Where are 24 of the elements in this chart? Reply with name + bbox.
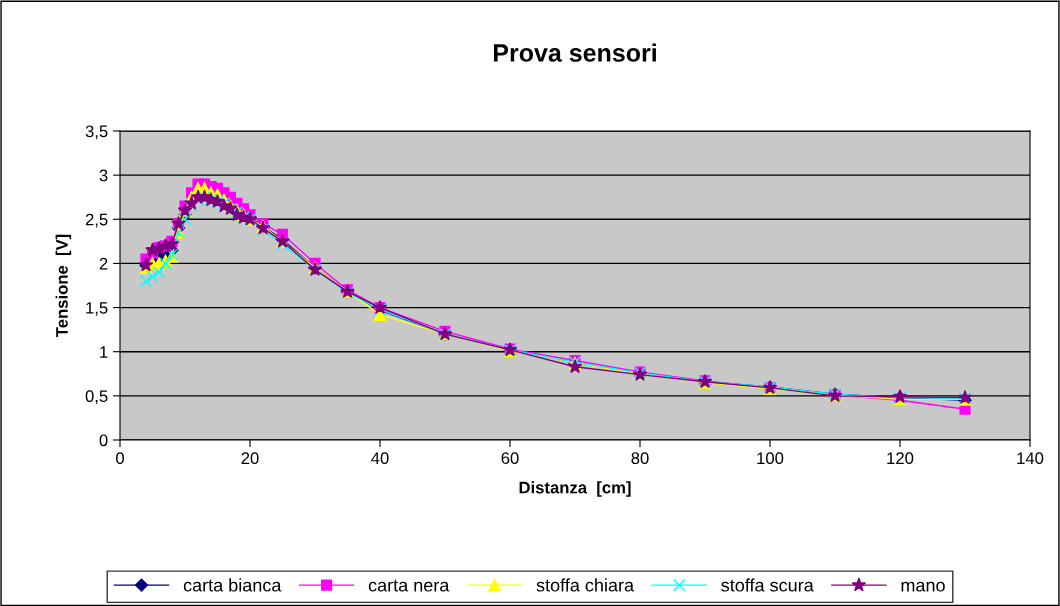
y-tick-label: 2,5 <box>85 213 108 228</box>
y-tick-label: 0 <box>99 434 108 447</box>
x-tick-label: 20 <box>241 452 259 465</box>
x-tick-label: 120 <box>887 452 914 465</box>
legend-label: stoffa chiara <box>536 578 635 592</box>
x-tick-label: 140 <box>1017 452 1044 465</box>
x-tick-label: 0 <box>116 452 124 465</box>
chart-title: Prova sensori <box>494 43 656 62</box>
y-tick-label: 2 <box>99 257 108 270</box>
legend-label: carta nera <box>368 579 450 592</box>
x-axis-title: Distanza [cm] <box>519 481 631 497</box>
x-tick-label: 100 <box>757 452 784 465</box>
legend-label: mano <box>901 581 945 592</box>
x-tick-label: 40 <box>371 452 389 465</box>
y-tick-label: 3 <box>99 169 108 182</box>
y-tick-label: 1 <box>100 346 108 358</box>
y-tick-label: 0,5 <box>85 390 108 405</box>
y-tick-label: 1,5 <box>86 302 108 316</box>
x-tick-label: 80 <box>631 452 649 465</box>
y-axis-title: Tensione [V] <box>55 234 72 338</box>
y-tick-label: 3,5 <box>85 125 108 140</box>
x-tick-label: 60 <box>501 452 519 465</box>
legend-label: stoffa scura <box>721 578 814 592</box>
legend-label: carta bianca <box>183 578 282 592</box>
